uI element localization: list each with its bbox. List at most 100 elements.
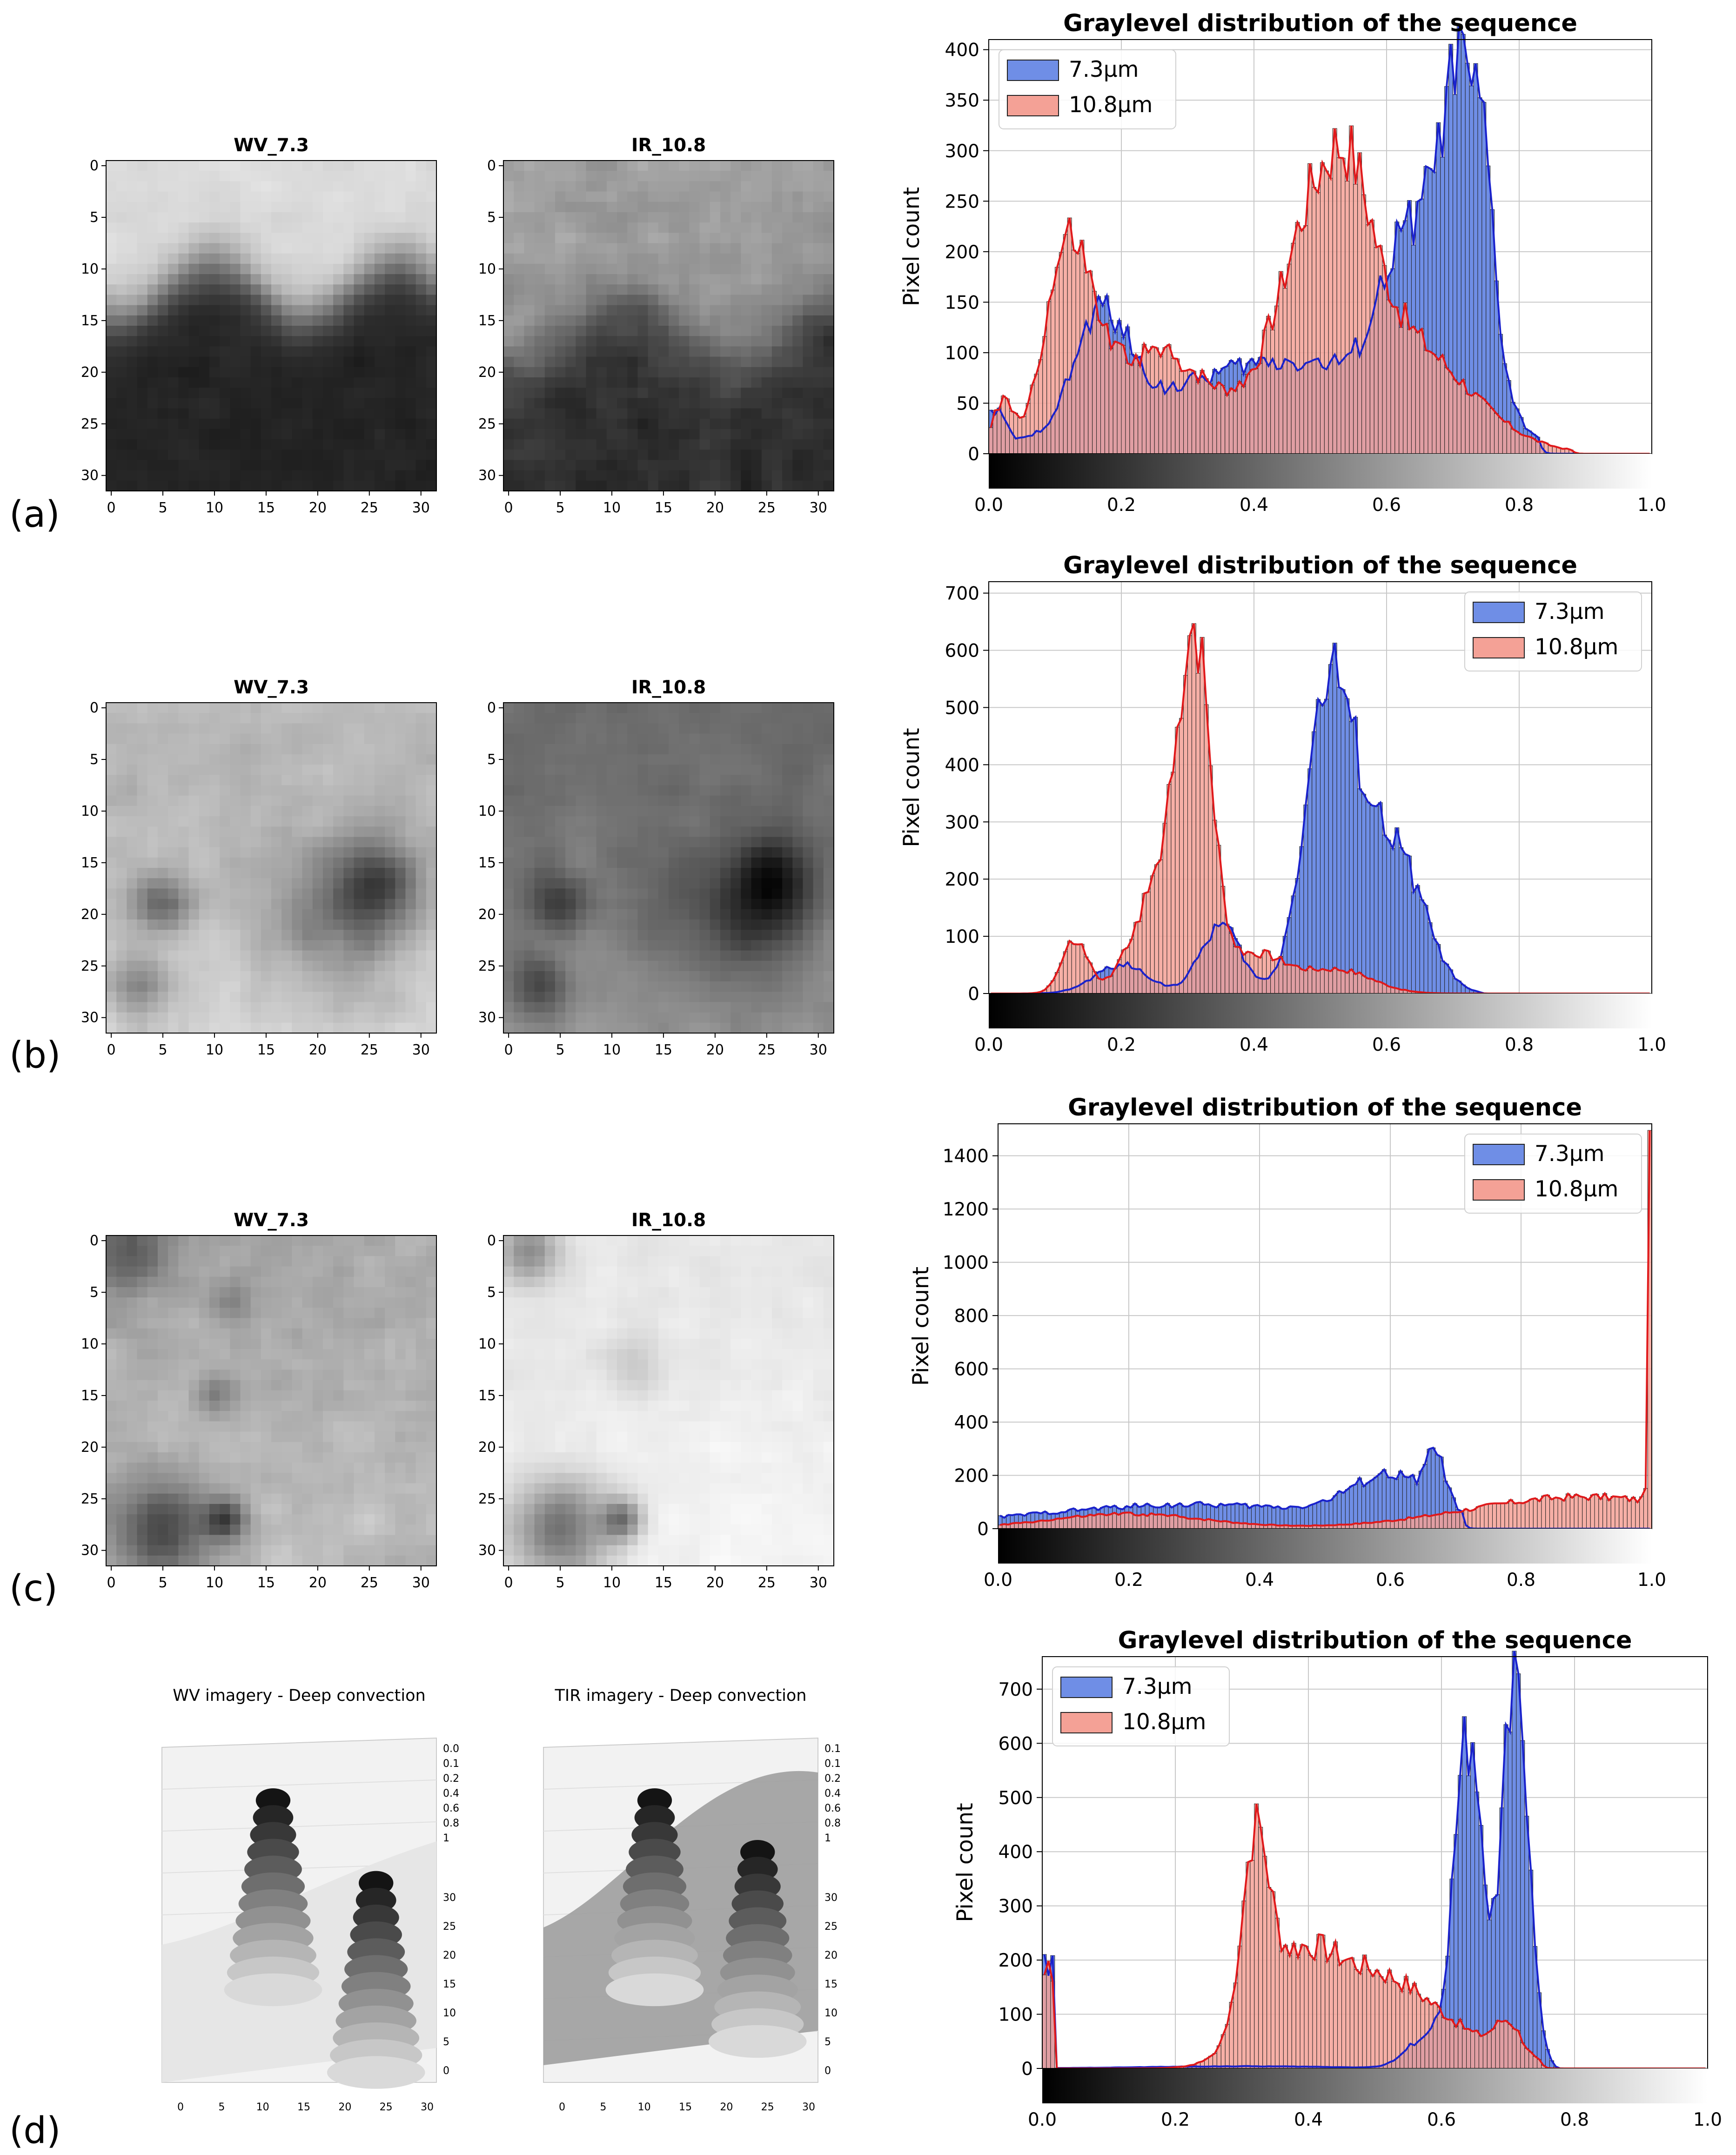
heatmap-cell: [627, 754, 638, 765]
heatmap-cell: [116, 837, 127, 848]
heatmap-cell: [209, 1012, 220, 1023]
heatmap-cell: [271, 1276, 282, 1288]
heatmap-cell: [751, 408, 762, 419]
heatmap-cell: [199, 723, 210, 734]
heatmap-cell: [751, 1022, 762, 1034]
heatmap-cell: [178, 919, 189, 930]
heatmap-cell: [354, 703, 365, 713]
heatmap-cell: [771, 418, 783, 430]
heatmap-cell: [731, 899, 741, 910]
heatmap-cell: [157, 336, 168, 347]
histogram-bar: [1382, 265, 1387, 454]
x-tick-label: 10: [206, 500, 223, 516]
heatmap-cell: [322, 785, 334, 796]
heatmap-cell: [503, 713, 514, 724]
heatmap-cell: [741, 233, 752, 244]
heatmap-cell: [199, 1022, 210, 1034]
heatmap-cell: [689, 754, 700, 765]
heatmap-cell: [416, 222, 427, 233]
heatmap-cell: [261, 201, 272, 213]
heatmap-cell: [637, 847, 649, 858]
heatmap-cell: [416, 1256, 427, 1267]
heatmap-cell: [426, 971, 437, 982]
heatmap-cell: [137, 847, 148, 858]
heatmap-cell: [617, 274, 628, 285]
heatmap-cell: [395, 439, 406, 450]
heatmap-cell: [220, 992, 230, 1003]
heatmap-cell: [426, 408, 437, 419]
heatmap-cell: [354, 429, 365, 440]
heatmap-cell: [261, 919, 272, 930]
heatmap-cell: [209, 305, 220, 316]
heatmap-cell: [188, 775, 200, 786]
heatmap-cell: [271, 315, 282, 326]
heatmap-cell: [374, 1246, 385, 1256]
y-tick-label: 15: [81, 855, 99, 871]
heatmap-cell: [333, 439, 344, 450]
heatmap-cell: [322, 274, 334, 285]
heatmap-cell: [658, 161, 669, 171]
heatmap-cell: [648, 274, 659, 285]
heatmap-cell: [617, 960, 628, 972]
heatmap-cell: [606, 336, 617, 347]
heatmap-cell: [555, 398, 566, 409]
heatmap-cell: [188, 806, 200, 817]
heatmap-cell: [137, 981, 148, 992]
heatmap-cell: [282, 161, 292, 171]
heatmap-cell: [606, 274, 617, 285]
heatmap-cell: [648, 408, 659, 419]
heatmap-cell: [741, 212, 752, 223]
heatmap-cell: [230, 971, 241, 982]
heatmap-cell: [395, 806, 406, 817]
heatmap-cell: [658, 765, 669, 775]
heatmap-cell: [679, 930, 690, 940]
heatmap-cell: [679, 367, 690, 378]
heatmap-cell: [813, 930, 824, 940]
heatmap-cell: [116, 723, 127, 734]
heatmap-cell: [178, 765, 189, 775]
heatmap-cell: [302, 191, 313, 202]
heatmap-cell: [322, 899, 334, 910]
heatmap-cell: [596, 940, 607, 951]
x-tick-label: 0.8: [1505, 495, 1534, 516]
heatmap-cell: [157, 930, 168, 940]
heatmap-cell: [544, 480, 556, 491]
heatmap-cell: [771, 899, 783, 910]
heatmap-cell: [333, 480, 344, 491]
heatmap-cell: [803, 940, 814, 951]
heatmap-cell: [586, 795, 597, 806]
heatmap-cell: [617, 295, 628, 306]
heatmap-cell: [596, 703, 607, 713]
heatmap-cell: [524, 408, 535, 419]
heatmap-cell: [292, 1002, 303, 1013]
heatmap-cell: [282, 703, 292, 713]
heatmap-cell: [576, 919, 587, 930]
heatmap-cell: [534, 888, 545, 900]
heatmap-cell: [385, 826, 395, 838]
heatmap-cell: [813, 295, 824, 306]
heatmap-cell: [354, 1012, 365, 1023]
heatmap-cell: [395, 857, 406, 868]
x-tick-label: 25: [361, 500, 378, 516]
heatmap-cell: [364, 888, 375, 900]
heatmap-cell: [658, 940, 669, 951]
heatmap-cell: [813, 919, 824, 930]
heatmap-cell: [751, 429, 762, 440]
heatmap-cell: [565, 992, 576, 1003]
heatmap-cell: [106, 295, 117, 306]
heatmap-cell: [741, 950, 752, 961]
heatmap-cell: [544, 857, 556, 868]
heatmap-cell: [534, 816, 545, 827]
heatmap-cell: [168, 703, 179, 713]
heatmap-cell: [751, 212, 762, 223]
heatmap-cell: [168, 785, 179, 796]
heatmap-cell: [209, 816, 220, 827]
heatmap-cell: [741, 960, 752, 972]
heatmap-cell: [199, 222, 210, 233]
heatmap-cell: [741, 439, 752, 450]
y-tick-label: 15: [478, 313, 496, 329]
heatmap-cell: [689, 733, 700, 745]
heatmap-cell: [731, 878, 741, 889]
